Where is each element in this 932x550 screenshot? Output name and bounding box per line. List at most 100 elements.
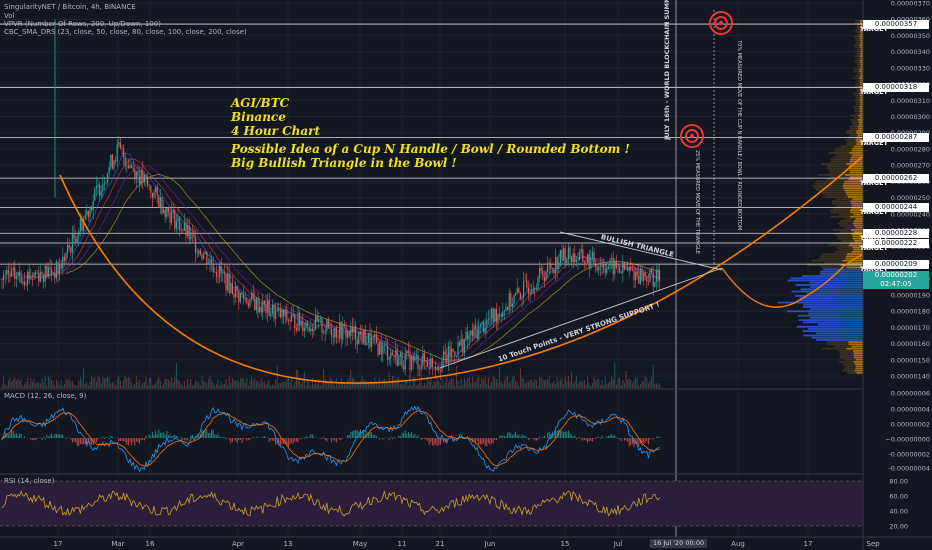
vpvr-row bbox=[834, 251, 852, 253]
macd-histogram-bar bbox=[166, 430, 168, 438]
macd-tick: -0.00000002 bbox=[888, 451, 930, 459]
macd-histogram-bar bbox=[267, 437, 269, 438]
vpvr-row-up bbox=[852, 198, 863, 200]
volume-bar bbox=[268, 379, 270, 388]
time-tick: 16 bbox=[145, 540, 155, 548]
rsi-title[interactable]: RSI (14, close) bbox=[4, 477, 55, 485]
volume-bar bbox=[46, 385, 48, 388]
candle bbox=[318, 318, 320, 322]
candle bbox=[462, 338, 464, 353]
volume-bar bbox=[446, 376, 448, 388]
volume-bar bbox=[201, 376, 203, 388]
macd-histogram-bar bbox=[239, 438, 241, 440]
volume-bar bbox=[473, 381, 475, 388]
macd-histogram-bar bbox=[515, 431, 517, 438]
macd-histogram-bar bbox=[641, 438, 643, 447]
macd-histogram-bar bbox=[516, 434, 518, 438]
macd-histogram-bar bbox=[270, 438, 272, 441]
vpvr-row bbox=[826, 343, 849, 346]
macd-title[interactable]: MACD (12, 26, close, 9) bbox=[4, 392, 87, 400]
candle bbox=[324, 330, 326, 333]
macd-histogram-bar bbox=[289, 438, 291, 445]
macd-histogram-bar bbox=[3, 436, 5, 438]
volume-bar bbox=[11, 381, 13, 388]
candle bbox=[513, 295, 515, 304]
macd-histogram-bar bbox=[393, 436, 395, 438]
volume-indicator-label[interactable]: Vol bbox=[4, 12, 15, 20]
volume-bar bbox=[92, 378, 94, 388]
macd-histogram-bar bbox=[231, 438, 233, 442]
vpvr-row-up bbox=[854, 369, 863, 372]
vpvr-row bbox=[856, 53, 861, 55]
macd-histogram-bar bbox=[585, 438, 587, 441]
vpvr-row bbox=[854, 108, 860, 110]
macd-tick: -0.00000004 bbox=[888, 465, 930, 473]
volume-bar bbox=[588, 382, 590, 388]
candle bbox=[609, 259, 611, 267]
rsi-tick: 60.00 bbox=[889, 493, 908, 501]
sma-indicator-label[interactable]: CBC_SMA_DRS (23, close, 50, close, 80, c… bbox=[4, 28, 247, 36]
candle bbox=[508, 293, 510, 310]
macd-histogram-bar bbox=[443, 438, 445, 443]
macd-histogram-bar bbox=[652, 438, 654, 440]
macd-histogram-bar bbox=[307, 436, 309, 438]
candle bbox=[582, 249, 584, 262]
macd-histogram-bar bbox=[358, 431, 360, 438]
candle bbox=[406, 351, 408, 355]
vpvr-row-up bbox=[836, 325, 863, 328]
macd-histogram-bar bbox=[62, 434, 64, 438]
vpvr-row-up bbox=[858, 121, 863, 123]
volume-bar bbox=[475, 381, 477, 388]
vpvr-row-up bbox=[857, 119, 863, 121]
annotation-pair: AGI/BTC bbox=[231, 96, 290, 110]
candle bbox=[323, 332, 325, 333]
candle bbox=[198, 250, 200, 254]
macd-histogram-bar bbox=[612, 435, 614, 438]
time-tick: Jul bbox=[613, 540, 623, 548]
candle bbox=[188, 225, 190, 240]
candle bbox=[140, 169, 142, 185]
vpvr-indicator-label[interactable]: VPVR (Number Of Rows, 200, Up/Down, 100) bbox=[4, 20, 161, 28]
candle bbox=[79, 219, 81, 232]
volume-bar bbox=[583, 379, 585, 388]
candle bbox=[465, 331, 467, 341]
volume-bar bbox=[612, 378, 614, 388]
vpvr-row bbox=[808, 312, 842, 315]
volume-bar bbox=[279, 382, 281, 388]
candle bbox=[401, 352, 403, 367]
volume-bar bbox=[383, 378, 385, 388]
volume-bar bbox=[233, 380, 235, 388]
candle bbox=[134, 169, 136, 180]
vpvr-row-up bbox=[850, 209, 863, 211]
vpvr-row bbox=[818, 257, 846, 260]
macd-histogram-bar bbox=[313, 436, 315, 438]
macd-histogram-bar bbox=[6, 433, 8, 438]
candle bbox=[350, 326, 352, 336]
candle bbox=[390, 352, 392, 358]
volume-bar bbox=[484, 376, 486, 388]
candle bbox=[649, 269, 651, 283]
volume-bars bbox=[1, 362, 661, 388]
candle bbox=[391, 352, 393, 355]
rsi-tick: 40.00 bbox=[889, 508, 908, 516]
macd-histogram-bar bbox=[319, 438, 321, 439]
vpvr-row bbox=[802, 306, 839, 308]
vpvr-row bbox=[839, 224, 854, 227]
volume-bar bbox=[75, 385, 77, 388]
vpvr-row-up bbox=[859, 37, 863, 40]
macd-histogram-bar bbox=[143, 438, 145, 441]
volume-bar bbox=[177, 379, 179, 388]
candle bbox=[343, 324, 345, 327]
volume-bar bbox=[236, 380, 238, 388]
volume-bar bbox=[521, 377, 523, 388]
vpvr-row-up bbox=[832, 310, 863, 313]
candle bbox=[543, 277, 545, 281]
annotation-cup-idea: Possible Idea of a Cup N Handle / Bowl /… bbox=[231, 142, 630, 156]
target-label: TARGET bbox=[859, 208, 888, 217]
volume-bar bbox=[65, 378, 67, 388]
macd-histogram-bar bbox=[86, 438, 88, 447]
macd-histogram-bar bbox=[286, 438, 288, 446]
macd-tick: 0.00000002 bbox=[891, 421, 930, 429]
macd-histogram-bar bbox=[281, 438, 283, 445]
